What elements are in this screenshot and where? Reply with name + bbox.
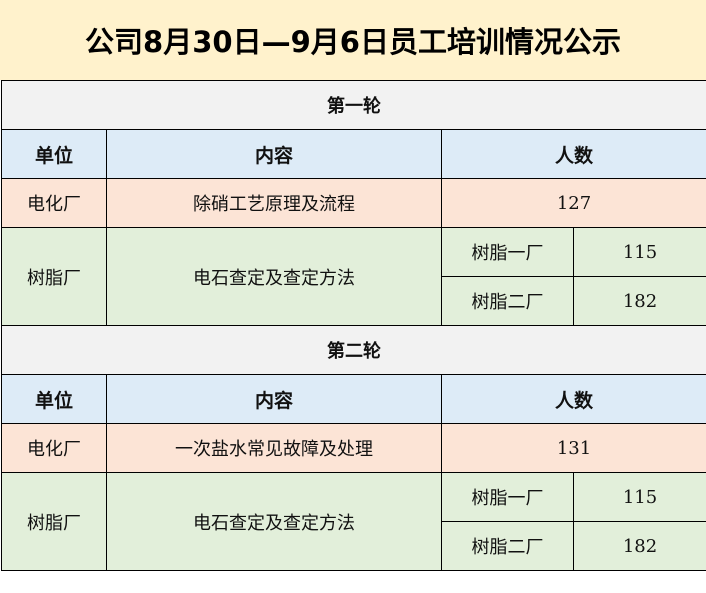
unit-cell: 树脂厂 — [1, 227, 107, 326]
header-unit: 单位 — [1, 374, 107, 424]
round-row: 第二轮 — [1, 325, 706, 375]
count-cell: 131 — [441, 423, 706, 473]
header-content: 内容 — [106, 129, 442, 179]
sub-unit-cell: 树脂一厂 — [441, 472, 574, 522]
sub-unit-cell: 树脂一厂 — [441, 227, 574, 277]
header-count: 人数 — [441, 374, 706, 424]
header-unit: 单位 — [1, 129, 107, 179]
table-row: 电化厂 一次盐水常见故障及处理 131 — [1, 423, 706, 473]
content-cell: 电石查定及查定方法 — [106, 472, 442, 571]
round-label: 第二轮 — [1, 325, 706, 375]
content-cell: 电石查定及查定方法 — [106, 227, 442, 326]
unit-cell: 电化厂 — [1, 178, 107, 228]
count-cell: 115 — [573, 472, 706, 522]
table-row: 电化厂 除硝工艺原理及流程 127 — [1, 178, 706, 228]
header-row: 单位 内容 人数 — [1, 129, 706, 179]
table-row: 树脂厂 电石查定及查定方法 树脂一厂 115 — [1, 227, 706, 326]
sub-unit-cell: 树脂二厂 — [441, 276, 574, 326]
table-row: 树脂厂 电石查定及查定方法 树脂一厂 115 — [1, 472, 706, 571]
round-row: 第一轮 — [1, 80, 706, 130]
count-cell: 182 — [573, 521, 706, 571]
unit-cell: 树脂厂 — [1, 472, 107, 571]
header-content: 内容 — [106, 374, 442, 424]
unit-cell: 电化厂 — [1, 423, 107, 473]
sub-unit-cell: 树脂二厂 — [441, 521, 574, 571]
count-cell: 127 — [441, 178, 706, 228]
count-cell: 182 — [573, 276, 706, 326]
header-count: 人数 — [441, 129, 706, 179]
content-cell: 除硝工艺原理及流程 — [106, 178, 442, 228]
count-cell: 115 — [573, 227, 706, 277]
training-table: 第一轮 单位 内容 人数 电化厂 除硝工艺原理及流程 127 树脂厂 电石查定及查定方法树… — [1, 80, 706, 571]
page-title: 公司8月30日—9月6日员工培训情况公示 — [0, 0, 706, 80]
round-label: 第一轮 — [1, 80, 706, 130]
content-cell: 一次盐水常见故障及处理 — [106, 423, 442, 473]
header-row: 单位 内容 人数 — [1, 374, 706, 424]
